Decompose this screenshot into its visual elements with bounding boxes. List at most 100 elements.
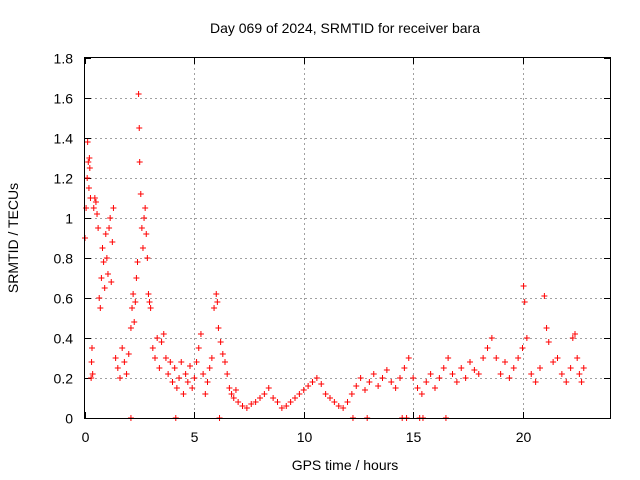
data-point bbox=[94, 211, 101, 217]
data-point bbox=[129, 305, 136, 311]
data-point bbox=[178, 359, 185, 365]
data-point bbox=[160, 331, 167, 337]
data-point bbox=[114, 365, 121, 371]
data-point bbox=[537, 365, 543, 371]
data-point bbox=[134, 259, 141, 265]
data-point bbox=[554, 355, 561, 361]
data-point bbox=[445, 355, 452, 361]
data-point bbox=[86, 165, 93, 171]
data-point bbox=[96, 295, 103, 301]
data-point bbox=[214, 299, 221, 305]
chart-title: Day 069 of 2024, SRMTID for receiver bar… bbox=[210, 20, 480, 36]
data-point bbox=[370, 371, 377, 377]
data-point bbox=[313, 375, 320, 381]
data-point bbox=[497, 371, 504, 377]
data-point bbox=[92, 199, 99, 205]
data-point bbox=[182, 371, 189, 377]
data-point bbox=[112, 355, 119, 361]
data-point bbox=[383, 367, 390, 373]
data-point bbox=[578, 379, 585, 385]
data-point bbox=[208, 355, 215, 361]
data-point bbox=[89, 345, 95, 351]
data-point bbox=[213, 291, 220, 297]
data-point bbox=[292, 395, 298, 401]
data-point bbox=[353, 383, 360, 389]
x-tick-label: 15 bbox=[406, 429, 422, 445]
data-point bbox=[132, 299, 139, 305]
data-point bbox=[180, 391, 187, 397]
data-point bbox=[467, 359, 473, 365]
x-tick-label: 10 bbox=[297, 429, 313, 445]
x-axis-label: GPS time / hours bbox=[292, 457, 399, 473]
data-point bbox=[318, 381, 325, 387]
y-tick-label: 1.8 bbox=[54, 51, 74, 67]
x-tick-label: 5 bbox=[191, 429, 199, 445]
data-point bbox=[109, 239, 116, 245]
data-point bbox=[171, 365, 178, 371]
data-point bbox=[99, 245, 106, 251]
data-point bbox=[287, 399, 294, 405]
data-point bbox=[392, 385, 399, 391]
data-point bbox=[84, 175, 91, 181]
data-point bbox=[143, 231, 150, 237]
data-point bbox=[418, 391, 425, 397]
data-point bbox=[248, 401, 255, 407]
data-point bbox=[366, 379, 373, 385]
y-tick-label: 0.6 bbox=[54, 291, 74, 307]
data-point bbox=[300, 387, 307, 393]
data-point bbox=[523, 335, 530, 341]
data-point bbox=[521, 299, 528, 305]
plot-frame bbox=[84, 57, 611, 419]
x-tick-label: 20 bbox=[516, 429, 532, 445]
data-point bbox=[147, 305, 154, 311]
data-point bbox=[154, 335, 161, 341]
data-point bbox=[569, 335, 576, 341]
data-point bbox=[270, 395, 277, 401]
data-point bbox=[502, 359, 508, 365]
data-point bbox=[261, 391, 268, 397]
data-point bbox=[532, 379, 539, 385]
data-point bbox=[230, 395, 237, 401]
data-point bbox=[104, 271, 111, 277]
data-point bbox=[133, 275, 140, 281]
data-point bbox=[440, 365, 447, 371]
data-point bbox=[88, 359, 95, 365]
data-point bbox=[167, 359, 174, 365]
data-point bbox=[462, 375, 469, 381]
data-point bbox=[85, 185, 92, 191]
data-point bbox=[274, 399, 281, 405]
data-point bbox=[215, 325, 222, 331]
data-point bbox=[222, 359, 228, 365]
data-point bbox=[206, 365, 213, 371]
data-point bbox=[453, 379, 460, 385]
data-point bbox=[519, 345, 526, 351]
y-tick-label: 0.4 bbox=[54, 331, 74, 347]
data-point bbox=[322, 391, 329, 397]
data-point bbox=[239, 403, 246, 409]
data-point bbox=[158, 339, 165, 345]
data-point bbox=[574, 355, 581, 361]
data-point bbox=[162, 355, 169, 361]
data-point bbox=[379, 375, 386, 381]
data-point bbox=[204, 379, 211, 385]
data-point bbox=[110, 205, 117, 211]
data-point bbox=[91, 195, 98, 201]
data-point bbox=[187, 363, 193, 369]
data-point bbox=[228, 391, 235, 397]
data-point bbox=[95, 225, 102, 231]
data-point bbox=[493, 355, 500, 361]
data-point bbox=[480, 355, 487, 361]
data-point bbox=[252, 399, 259, 405]
data-point bbox=[123, 371, 130, 377]
data-point bbox=[327, 395, 333, 401]
data-point bbox=[108, 279, 115, 285]
data-point bbox=[202, 391, 209, 397]
data-point bbox=[475, 371, 482, 377]
data-point bbox=[563, 379, 570, 385]
data-point bbox=[576, 371, 583, 377]
data-point bbox=[152, 355, 158, 361]
data-point bbox=[344, 399, 351, 405]
y-tick-label: 0.8 bbox=[54, 251, 74, 267]
data-point bbox=[278, 405, 285, 411]
data-point bbox=[340, 405, 347, 411]
